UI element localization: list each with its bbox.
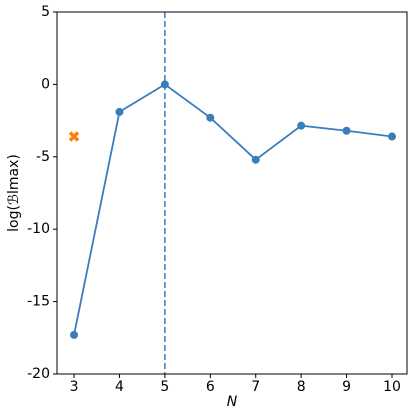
- x-tick-label: 10: [383, 379, 401, 395]
- x-tick-label: 6: [206, 379, 215, 395]
- x-tick-label: 3: [70, 379, 79, 395]
- y-tick-label: 0: [41, 76, 50, 92]
- marker: [388, 132, 397, 141]
- marker: [342, 126, 351, 135]
- x-tick-label: 5: [160, 379, 169, 395]
- marker: [160, 80, 169, 89]
- y-axis-label: log(ℬlmax): [6, 154, 22, 232]
- marker: [115, 107, 124, 116]
- y-tick-label: -20: [27, 366, 50, 382]
- marker: [297, 121, 306, 130]
- plot-frame: [56, 11, 408, 375]
- x-tick-label: 4: [115, 379, 124, 395]
- y-tick-label: 5: [41, 4, 50, 20]
- x-tick-label: 7: [251, 379, 260, 395]
- y-tick-label: -10: [27, 221, 50, 237]
- marker: [206, 113, 215, 122]
- y-tick-label: -15: [27, 294, 50, 310]
- y-tick-label: -5: [36, 149, 50, 165]
- x-tick-label: 8: [297, 379, 306, 395]
- x-tick-label: 9: [342, 379, 351, 395]
- marker: [251, 155, 260, 164]
- x-axis-label: N: [227, 394, 238, 410]
- marker: [70, 330, 79, 339]
- marker: [68, 131, 80, 142]
- line: [73, 83, 393, 336]
